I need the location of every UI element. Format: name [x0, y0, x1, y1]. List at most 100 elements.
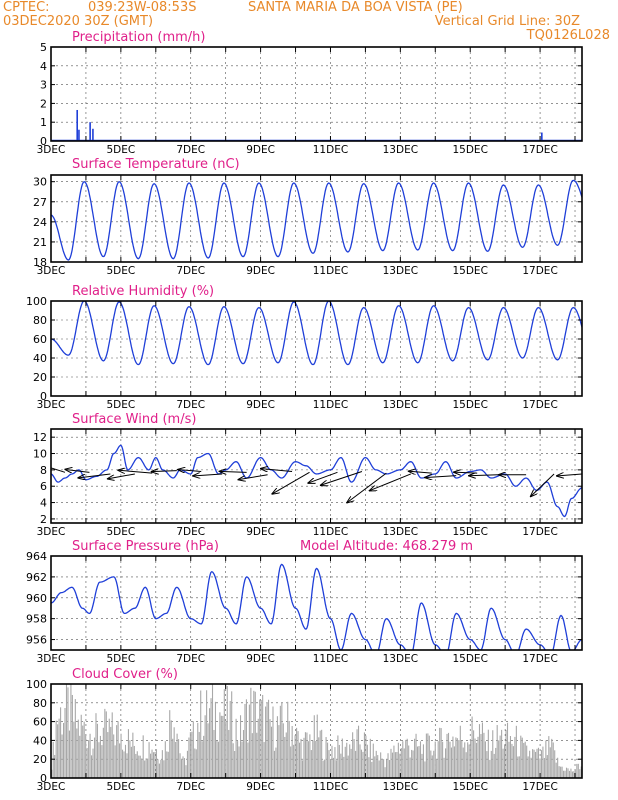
cloud-bar	[564, 770, 566, 778]
cloud-bar	[493, 753, 495, 778]
cloud-bar	[411, 749, 413, 778]
cloud-bar	[65, 684, 68, 778]
temp-title: Surface Temperature (nC)	[72, 157, 240, 172]
x-tick-label: 9DEC	[246, 399, 275, 411]
cloud-bar	[365, 735, 367, 778]
wind-vector-arrow	[77, 473, 111, 478]
cloud-bar	[316, 714, 318, 778]
cloud-bar	[524, 741, 526, 778]
cloud-bar	[568, 770, 571, 778]
y-tick-label: 960	[26, 592, 47, 605]
precip-bar	[92, 128, 94, 141]
cloud-bar	[207, 723, 209, 778]
cloud-bar	[170, 720, 172, 778]
cloud-bar	[266, 702, 268, 778]
cloud-bar	[478, 724, 481, 778]
cloud-bar	[272, 706, 274, 778]
cloud-bar	[195, 749, 197, 778]
wind-vector-arrow	[272, 471, 310, 494]
cloud-bar	[210, 698, 212, 778]
wind-vector-arrow	[307, 471, 338, 483]
cloud-bar	[536, 748, 538, 778]
wind-vector-arrow	[107, 473, 135, 479]
y-tick-label: 964	[26, 550, 47, 563]
wind-vector-arrow	[238, 474, 268, 480]
cloud-bar	[397, 742, 399, 778]
cloud-bar	[113, 734, 115, 778]
cloud-bar	[138, 755, 140, 778]
cloud-bar	[268, 699, 270, 778]
y-tick-label: 20	[33, 753, 47, 766]
x-tick-label: 5DEC	[107, 653, 136, 665]
cloud-bar	[275, 747, 277, 778]
y-tick-label: 4	[40, 60, 47, 73]
rh-line	[51, 301, 582, 366]
y-tick-label: 2	[40, 513, 47, 526]
y-tick-label: 40	[33, 352, 47, 365]
cloud-bar	[96, 723, 99, 778]
cloud-bar	[430, 750, 432, 778]
cloud-bar	[216, 740, 218, 778]
cloud-bar	[290, 746, 292, 778]
cloud-bar	[515, 725, 517, 778]
cloud-bar	[98, 742, 100, 778]
cloud-bar	[353, 739, 355, 778]
cloud-bar	[434, 741, 436, 778]
cloud-bar	[473, 730, 475, 778]
cloud-bar	[396, 751, 398, 778]
cloud-bar	[166, 751, 168, 778]
x-tick-label: 5DEC	[107, 265, 136, 277]
cloud-bar	[235, 718, 237, 778]
cloud-bar	[130, 746, 132, 778]
cloud-bar	[62, 722, 65, 778]
cloud-bar	[319, 730, 321, 778]
cloud-bar	[405, 739, 407, 778]
cloud-bar	[260, 700, 262, 778]
press-title: Surface Pressure (hPa)	[72, 539, 219, 554]
cloud-bar	[148, 742, 150, 778]
cloud-bar	[415, 733, 417, 778]
precip-title: Precipitation (mm/h)	[72, 30, 205, 45]
cloud-bar	[371, 761, 373, 778]
cloud-bar	[123, 751, 125, 778]
cloud-bar	[139, 755, 141, 778]
cloud-bar	[229, 700, 231, 778]
cloud-bar	[332, 757, 335, 778]
cloud-bar	[307, 741, 309, 778]
cloud-bar	[563, 770, 565, 778]
cloud-bar	[427, 733, 429, 778]
cloud-bar	[60, 707, 62, 778]
cloud-bar	[226, 686, 228, 778]
cloud-bar	[412, 750, 414, 778]
cloud-bar	[321, 729, 323, 778]
x-tick-label: 9DEC	[246, 781, 275, 793]
cloud-bar	[306, 732, 308, 778]
temp-line	[51, 179, 582, 261]
cloud-bar	[570, 768, 572, 778]
cloud-bar	[363, 732, 365, 778]
y-tick-label: 3	[40, 79, 47, 92]
panel-wind: 2 4 6 8 10 12 3DEC 5DEC 7DEC 9DEC 11DEC 13DEC 15DEC 1…	[33, 412, 583, 538]
cloud-bar	[144, 760, 146, 778]
cloud-bar	[495, 747, 497, 778]
rh-title: Relative Humidity (%)	[72, 284, 214, 299]
cloud-bar	[67, 687, 69, 778]
cloud-bar	[136, 751, 138, 778]
x-tick-label: 5DEC	[107, 144, 136, 156]
cloud-bar	[375, 750, 377, 778]
cloud-bar	[470, 739, 472, 778]
cloud-bar	[294, 735, 296, 778]
cloud-bar	[169, 710, 171, 778]
x-tick-label: 3DEC	[37, 265, 66, 277]
cloud-bar	[489, 759, 491, 778]
cloud-bar	[347, 755, 349, 778]
cloud-bar	[554, 750, 556, 778]
cloud-bar	[189, 732, 191, 778]
cloud-bar	[89, 733, 91, 778]
cloud-bar	[172, 738, 174, 778]
y-tick-label: 962	[26, 571, 47, 584]
cloud-bar	[346, 742, 348, 778]
cloud-bar	[571, 771, 573, 778]
precip-bar	[541, 132, 543, 141]
header-coordinates: 039:23W-08:53S	[88, 0, 197, 15]
